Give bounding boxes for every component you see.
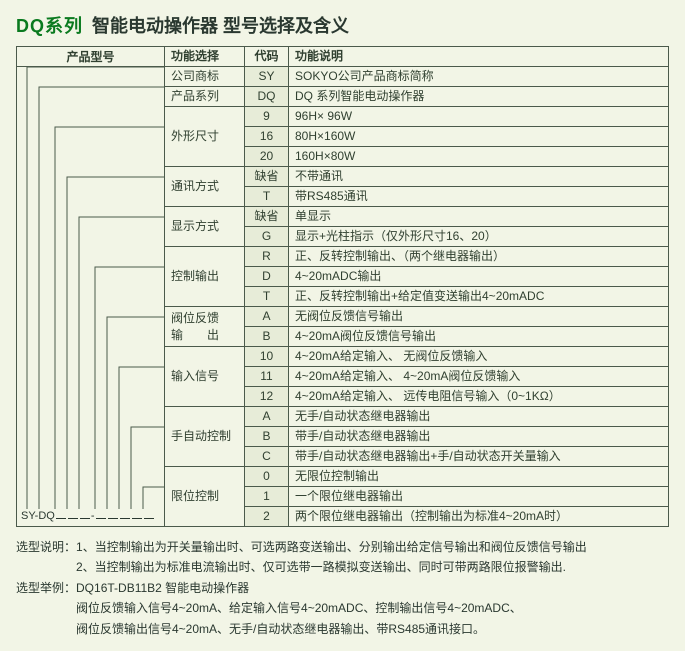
bracket-line: [95, 267, 165, 509]
func-label: 显示方式: [165, 207, 245, 247]
desc-cell: 不带通讯: [289, 167, 669, 187]
desc-cell: 4~20mA给定输入、 4~20mA阀位反馈输入: [289, 367, 669, 387]
code-cell: 16: [245, 127, 289, 147]
code-cell: 10: [245, 347, 289, 367]
desc-cell: 无手/自动状态继电器输出: [289, 407, 669, 427]
desc-cell: 4~20mA给定输入、 远传电阻信号输入（0~1KΩ）: [289, 387, 669, 407]
code-cell: 缺省: [245, 167, 289, 187]
desc-cell: SOKYO公司产品商标简称: [289, 67, 669, 87]
code-cell: A: [245, 307, 289, 327]
func-label: 外形尺寸: [165, 107, 245, 167]
desc-cell: 正、反转控制输出+给定值变送输出4~20mADC: [289, 287, 669, 307]
bracket-line: [119, 367, 165, 509]
note-text: 2、当控制输出为标准电流输出时、仅可选带一路模拟变送输出、同时可带两路限位报警输…: [76, 560, 566, 574]
desc-cell: 带手/自动状态继电器输出+手/自动状态开关量输入: [289, 447, 669, 467]
model-code-template: SY-DQ -: [21, 510, 160, 522]
desc-cell: 显示+光柱指示（仅外形尺寸16、20）: [289, 227, 669, 247]
desc-cell: 带RS485通讯: [289, 187, 669, 207]
code-cell: B: [245, 327, 289, 347]
page-title: DQ系列 智能电动操作器 型号选择及含义: [16, 12, 669, 38]
note-line: 阀位反馈输出信号4~20mA、无手/自动状态继电器输出、带RS485通讯接口。: [16, 619, 669, 639]
note-line: 选型举例：DQ16T-DB11B2 智能电动操作器: [16, 578, 669, 598]
note-label: 选型说明：: [16, 540, 76, 554]
note-text: 阀位反馈输入信号4~20mA、给定输入信号4~20mADC、控制输出信号4~20…: [76, 601, 522, 615]
desc-cell: 两个限位继电器输出（控制输出为标准4~20mA时）: [289, 507, 669, 527]
desc-cell: 单显示: [289, 207, 669, 227]
desc-cell: 一个限位继电器输出: [289, 487, 669, 507]
code-cell: 9: [245, 107, 289, 127]
code-cell: 20: [245, 147, 289, 167]
code-cell: G: [245, 227, 289, 247]
func-label: 阀位反馈 输 出: [165, 307, 245, 347]
note-line: 2、当控制输出为标准电流输出时、仅可选带一路模拟变送输出、同时可带两路限位报警输…: [16, 557, 669, 577]
code-cell: 1: [245, 487, 289, 507]
desc-cell: DQ 系列智能电动操作器: [289, 87, 669, 107]
code-cell: 缺省: [245, 207, 289, 227]
code-cell: 12: [245, 387, 289, 407]
title-rest: 智能电动操作器 型号选择及含义: [92, 16, 349, 36]
model-prefix: SY-DQ: [21, 510, 55, 522]
code-cell: C: [245, 447, 289, 467]
code-cell: B: [245, 427, 289, 447]
note-line: 阀位反馈输入信号4~20mA、给定输入信号4~20mADC、控制输出信号4~20…: [16, 598, 669, 618]
desc-cell: 4~20mA给定输入、 无阀位反馈输入: [289, 347, 669, 367]
bracket-line: [107, 317, 165, 509]
func-label: 输入信号: [165, 347, 245, 407]
model-column: 产品型号 SY-DQ -: [17, 47, 165, 527]
bracket-line: [27, 67, 165, 509]
model-sep: -: [91, 510, 95, 522]
header-func: 功能选择: [165, 47, 245, 67]
code-cell: A: [245, 407, 289, 427]
desc-cell: 正、反转控制输出、（两个继电器输出）: [289, 247, 669, 267]
code-cell: R: [245, 247, 289, 267]
bracket-line: [55, 127, 165, 509]
desc-cell: 4~20mA阀位反馈信号输出: [289, 327, 669, 347]
code-cell: 2: [245, 507, 289, 527]
header-desc: 功能说明: [289, 47, 669, 67]
title-series: DQ系列: [16, 16, 83, 36]
code-cell: 0: [245, 467, 289, 487]
selection-table: 产品型号 SY-DQ - 功能选择 代码 功能说明 公司商标SYSOKYO公司产品…: [16, 46, 669, 527]
bracket-line: [131, 427, 165, 509]
note-text: 1、当控制输出为开关量输出时、可选两路变送输出、分别输出给定信号输出和阀位反馈信…: [76, 540, 587, 554]
desc-cell: 带手/自动状态继电器输出: [289, 427, 669, 447]
bracket-line: [143, 487, 165, 509]
note-text: DQ16T-DB11B2 智能电动操作器: [76, 581, 249, 595]
desc-cell: 无限位控制输出: [289, 467, 669, 487]
func-label: 产品系列: [165, 87, 245, 107]
code-cell: D: [245, 267, 289, 287]
note-text: 阀位反馈输出信号4~20mA、无手/自动状态继电器输出、带RS485通讯接口。: [76, 622, 485, 636]
note-label: 选型举例：: [16, 581, 76, 595]
note-line: 选型说明：1、当控制输出为开关量输出时、可选两路变送输出、分别输出给定信号输出和…: [16, 537, 669, 557]
desc-cell: 4~20mADC输出: [289, 267, 669, 287]
func-label: 控制输出: [165, 247, 245, 307]
func-label: 通讯方式: [165, 167, 245, 207]
header-model: 产品型号: [17, 47, 164, 67]
desc-cell: 96H× 96W: [289, 107, 669, 127]
code-cell: SY: [245, 67, 289, 87]
code-cell: T: [245, 287, 289, 307]
desc-cell: 80H×160W: [289, 127, 669, 147]
bracket-diagram: [17, 67, 165, 527]
code-cell: T: [245, 187, 289, 207]
code-cell: DQ: [245, 87, 289, 107]
bracket-line: [39, 87, 165, 509]
func-label: 手自动控制: [165, 407, 245, 467]
header-code: 代码: [245, 47, 289, 67]
bracket-line: [79, 217, 165, 509]
bracket-line: [67, 177, 165, 509]
func-label: 限位控制: [165, 467, 245, 527]
code-cell: 11: [245, 367, 289, 387]
notes: 选型说明：1、当控制输出为开关量输出时、可选两路变送输出、分别输出给定信号输出和…: [16, 537, 669, 639]
desc-cell: 无阀位反馈信号输出: [289, 307, 669, 327]
desc-cell: 160H×80W: [289, 147, 669, 167]
func-label: 公司商标: [165, 67, 245, 87]
